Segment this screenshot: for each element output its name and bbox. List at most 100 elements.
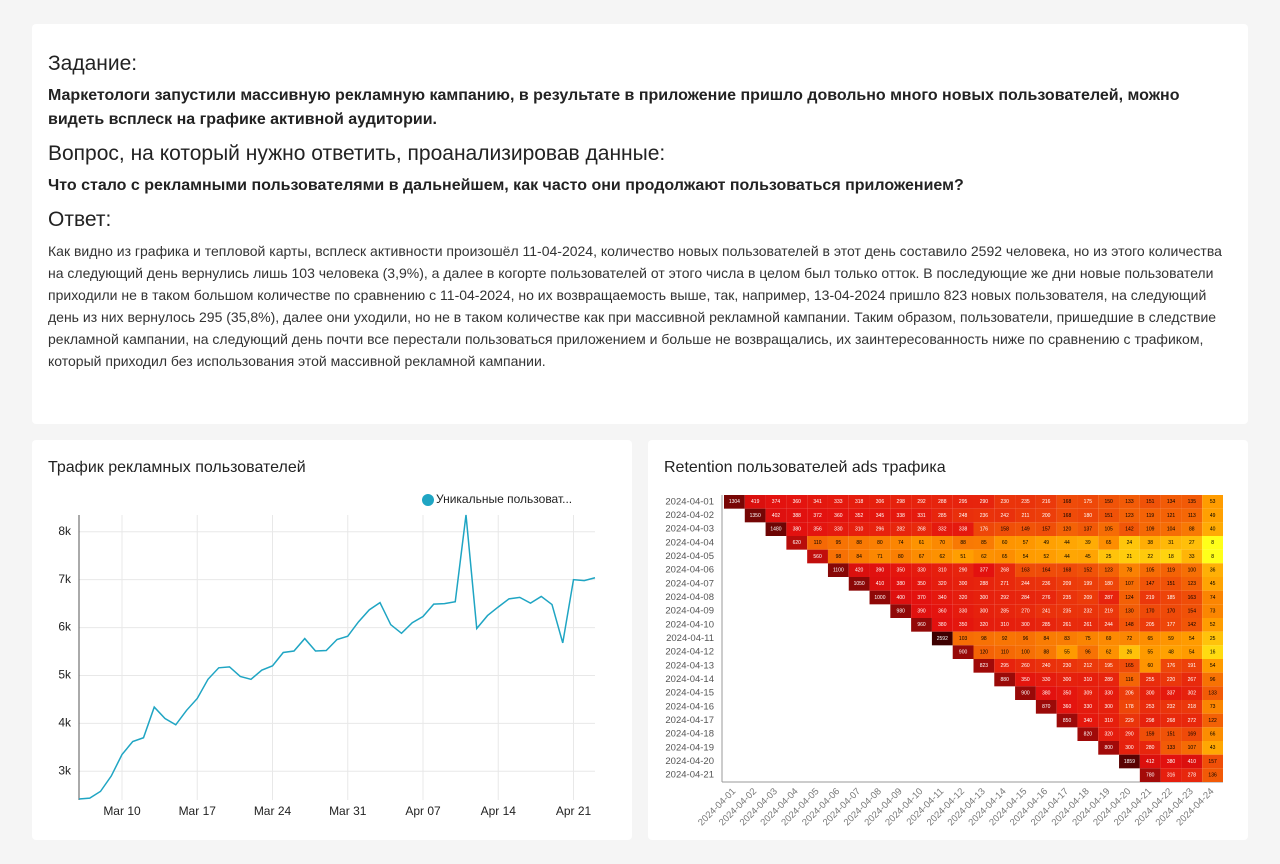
heatmap-cell [973, 495, 995, 509]
task-heading: Задание: [48, 52, 138, 75]
cell-label: 88 [1043, 649, 1049, 655]
heatmap-cell [1139, 508, 1161, 523]
cell-label: 151 [1104, 513, 1113, 519]
heatmap-cell [1160, 577, 1182, 591]
heatmap-cell [1015, 577, 1036, 591]
heatmap-cell [1181, 631, 1203, 646]
heatmap-cell [1202, 590, 1223, 605]
cell-label: 900 [1021, 690, 1030, 696]
heatmap-cell [1202, 754, 1223, 769]
line-chart: Трафик рекламных пользователей 3k 4k 5k 6k 7… [48, 459, 596, 818]
cell-label: 330 [1042, 677, 1051, 683]
cell-label: 211 [1021, 513, 1029, 519]
cell-label: 136 [1208, 772, 1217, 778]
heatmap-cell [1119, 604, 1140, 618]
heatmap-cell [994, 604, 1016, 618]
cell-label: 105 [1104, 526, 1113, 532]
cell-label: 390 [917, 608, 926, 614]
heatmap-cell [1119, 522, 1140, 536]
row-label: 2024-04-09 [665, 606, 714, 617]
heatmap-cell [1202, 768, 1223, 782]
heatmap-cell [848, 549, 870, 564]
heatmap-cell [1056, 631, 1078, 646]
cell-label: 316 [1167, 772, 1176, 778]
cell-label: 298 [897, 499, 906, 505]
cell-label: 380 [1042, 690, 1051, 696]
cell-label: 330 [959, 608, 968, 614]
cell-label: 412 [1146, 759, 1155, 765]
heatmap-cell [1056, 700, 1078, 714]
heatmap-cell [1119, 631, 1140, 646]
heatmap-cell [827, 563, 849, 577]
heatmap-cell [848, 577, 870, 591]
cell-label: 388 [793, 513, 802, 519]
heatmap-cell [931, 495, 953, 509]
cell-label: 332 [938, 526, 947, 532]
row-label: 2024-04-18 [665, 729, 714, 740]
cell-label: 110 [814, 540, 822, 546]
cell-label: 119 [1146, 513, 1154, 519]
cell-label: 147 [1146, 581, 1155, 587]
cell-label: 320 [959, 595, 968, 601]
cell-label: 340 [938, 595, 947, 601]
cell-label: 104 [1167, 526, 1176, 532]
heatmap-cell [952, 631, 974, 646]
heatmap-cell [1181, 754, 1203, 769]
cell-label: 122 [1208, 718, 1217, 724]
cell-label: 331 [917, 513, 926, 519]
cell-label: 185 [1167, 595, 1176, 601]
cell-label: 337 [1167, 690, 1176, 696]
cell-label: 65 [1147, 636, 1153, 642]
heatmap-cell [1139, 549, 1161, 564]
cell-label: 271 [1001, 581, 1010, 587]
cell-label: 268 [1167, 718, 1176, 724]
heatmap-cell [1077, 549, 1099, 564]
heatmap-cell [1056, 618, 1078, 632]
heatmap-cell [1160, 741, 1182, 755]
cell-label: 278 [1188, 772, 1197, 778]
row-label: 2024-04-13 [665, 660, 714, 671]
cell-label: 820 [1084, 731, 1093, 737]
heatmap-cell [1035, 686, 1057, 700]
cell-label: 148 [1125, 622, 1134, 628]
heatmap-cell [869, 577, 891, 591]
cell-label: 240 [1042, 663, 1051, 669]
cell-label: 142 [1125, 526, 1134, 532]
cell-label: 295 [959, 499, 968, 505]
cell-label: 170 [1146, 608, 1155, 614]
heatmap-cell [1139, 536, 1161, 550]
heatmap-cell [1202, 713, 1223, 728]
cell-label: 38 [1147, 540, 1153, 546]
heatmap-cell [994, 590, 1016, 605]
heatmap-cell [1098, 727, 1120, 741]
cell-label: 44 [1064, 554, 1070, 560]
heatmap-cell [973, 577, 995, 591]
cell-label: 212 [1084, 663, 1093, 669]
heatmap-cell [911, 549, 932, 564]
heatmap-cell [1098, 577, 1120, 591]
cell-label: 51 [960, 554, 966, 560]
cell-label: 330 [1104, 690, 1113, 696]
cell-label: 130 [1125, 608, 1134, 614]
heatmap-cell [827, 508, 849, 523]
cell-label: 1050 [854, 581, 865, 587]
heatmap-cell [1056, 686, 1078, 700]
cell-label: 49 [1210, 513, 1216, 519]
heatmap-cell [1077, 659, 1099, 673]
cell-label: 289 [1104, 677, 1113, 683]
row-label: 2024-04-11 [666, 633, 714, 644]
heatmap-cell [1160, 604, 1182, 618]
heatmap-cell [1035, 618, 1057, 632]
legend-label: Уникальные пользоват... [436, 492, 572, 506]
cell-label: 318 [855, 499, 864, 505]
heatmap-cell [869, 590, 891, 605]
heatmap-cell [931, 563, 953, 577]
heatmap-cell [1077, 727, 1099, 741]
heatmap-cell [1181, 713, 1203, 728]
cell-label: 25 [1210, 636, 1216, 642]
row-label: 2024-04-19 [665, 742, 714, 753]
cell-label: 230 [1001, 499, 1010, 505]
cell-label: 83 [1064, 636, 1070, 642]
heatmap-cell [1160, 522, 1182, 536]
cell-label: 62 [940, 554, 946, 560]
